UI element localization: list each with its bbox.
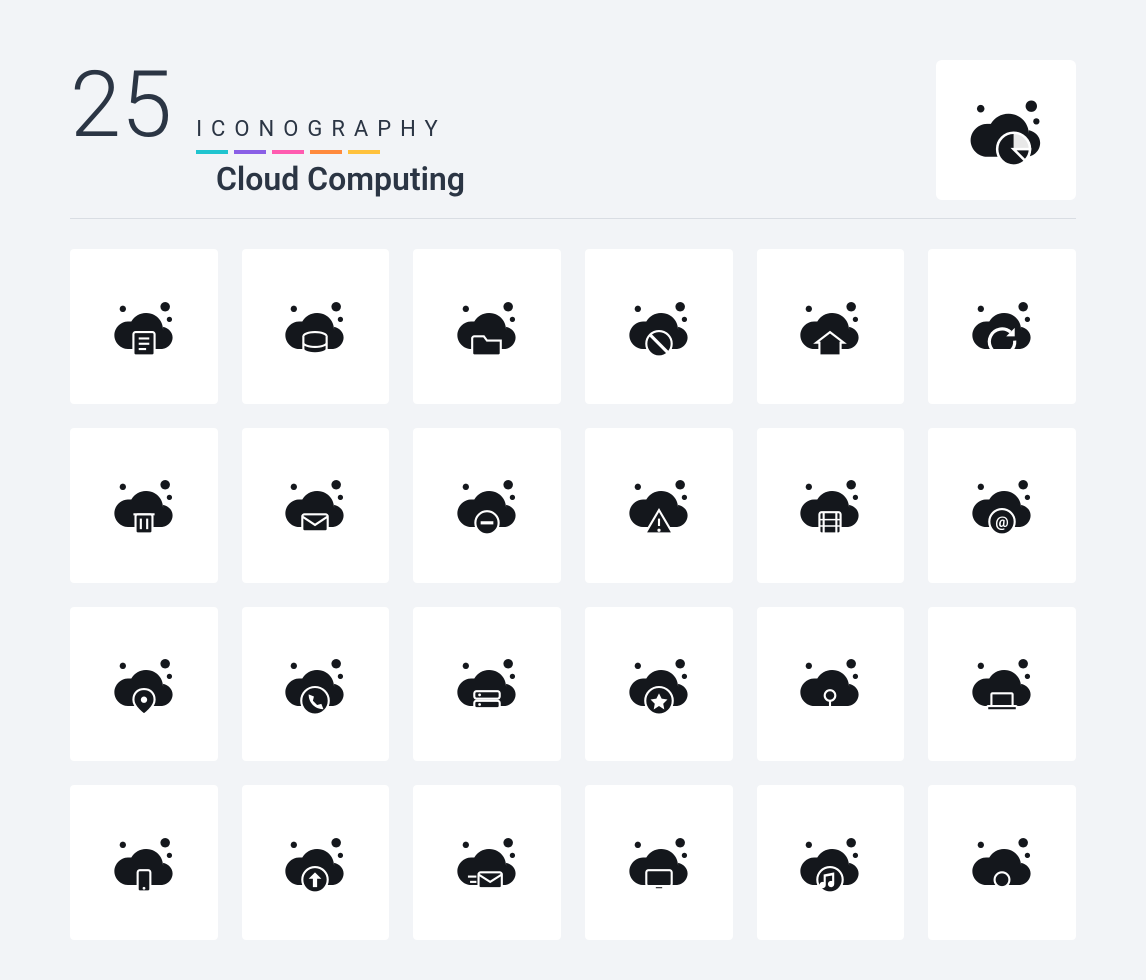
cloud-blocked-icon	[623, 294, 695, 360]
icon-cell	[70, 428, 218, 583]
icon-cell	[413, 249, 561, 404]
cloud-music-icon	[794, 830, 866, 896]
stripe	[272, 150, 304, 154]
cloud-upload-icon	[279, 830, 351, 896]
icon-cell	[242, 428, 390, 583]
cloud-settings-icon	[966, 830, 1038, 896]
grid-area: @	[0, 219, 1146, 980]
cloud-database-icon	[279, 294, 351, 360]
stripe	[348, 150, 380, 154]
cloud-home-icon	[794, 294, 866, 360]
icon-cell	[242, 785, 390, 940]
iconography-label: ICONOGRAPHY	[196, 117, 447, 142]
cloud-document-icon	[108, 294, 180, 360]
cloud-at-icon: @	[966, 472, 1038, 538]
cloud-warning-icon	[623, 472, 695, 538]
icon-count: 25	[70, 60, 172, 152]
icon-cell	[242, 607, 390, 762]
cloud-folder-icon	[451, 294, 523, 360]
stripe	[310, 150, 342, 154]
cloud-phone-icon	[279, 651, 351, 717]
icon-cell	[585, 428, 733, 583]
icon-cell	[70, 785, 218, 940]
icon-cell	[585, 249, 733, 404]
header-inner: 25 ICONOGRAPHY Cloud Computing	[70, 60, 1076, 219]
icon-cell	[585, 607, 733, 762]
icon-cell	[928, 249, 1076, 404]
icon-cell	[242, 249, 390, 404]
cloud-network-icon	[794, 651, 866, 717]
color-stripes	[196, 150, 447, 154]
svg-text:@: @	[996, 513, 1009, 531]
cloud-location-icon	[108, 651, 180, 717]
icon-cell	[413, 607, 561, 762]
icon-cell	[928, 785, 1076, 940]
cloud-trash-icon	[108, 472, 180, 538]
stripe	[234, 150, 266, 154]
title-stack: ICONOGRAPHY	[196, 111, 447, 154]
icon-cell	[70, 249, 218, 404]
stripe	[196, 150, 228, 154]
icon-cell	[757, 428, 905, 583]
icon-cell	[757, 607, 905, 762]
page: 25 ICONOGRAPHY Cloud Computing @	[0, 0, 1146, 980]
cloud-monitor-icon	[623, 830, 695, 896]
cloud-mail-icon	[279, 472, 351, 538]
feature-card	[936, 60, 1076, 200]
icon-cell	[585, 785, 733, 940]
header-row: 25 ICONOGRAPHY	[70, 60, 1076, 154]
icon-cell: @	[928, 428, 1076, 583]
icon-cell	[413, 428, 561, 583]
icon-cell	[928, 607, 1076, 762]
cloud-refresh-icon	[966, 294, 1038, 360]
icon-cell	[70, 607, 218, 762]
cloud-remove-icon	[451, 472, 523, 538]
cloud-mobile-icon	[108, 830, 180, 896]
cloud-pie-chart-icon	[963, 91, 1049, 169]
cloud-send-mail-icon	[451, 830, 523, 896]
header: 25 ICONOGRAPHY Cloud Computing	[0, 0, 1146, 219]
icon-cell	[757, 249, 905, 404]
icon-cell	[413, 785, 561, 940]
icon-cell	[757, 785, 905, 940]
icon-grid: @	[70, 249, 1076, 940]
cloud-laptop-icon	[966, 651, 1038, 717]
cloud-star-icon	[623, 651, 695, 717]
cloud-film-icon	[794, 472, 866, 538]
cloud-server-icon	[451, 651, 523, 717]
